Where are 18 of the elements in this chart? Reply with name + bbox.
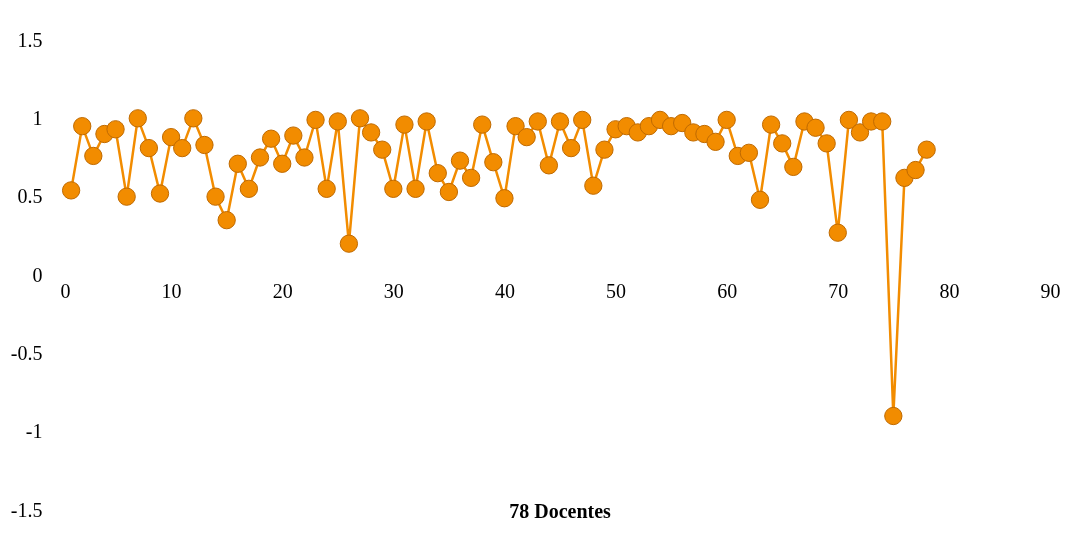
x-tick-label: 60 — [717, 279, 738, 302]
y-tick-label: -1 — [25, 420, 43, 443]
x-tick-label: 70 — [828, 279, 849, 302]
y-tick-label: -1.5 — [10, 498, 43, 521]
y-tick-label: 1.5 — [17, 28, 43, 51]
x-tick-label: 40 — [494, 279, 515, 302]
y-tick-label: 1 — [32, 106, 43, 129]
x-tick-label: 30 — [383, 279, 404, 302]
x-tick-label: 10 — [161, 279, 182, 302]
y-tick-label: -0.5 — [10, 341, 43, 364]
x-tick-label: 90 — [1040, 279, 1061, 302]
x-tick-label: 50 — [606, 279, 627, 302]
x-tick-label: 20 — [272, 279, 293, 302]
x-tick-label: 80 — [939, 279, 960, 302]
x-tick-label: 0 — [60, 279, 71, 302]
y-tick-label: 0 — [32, 263, 43, 286]
y-tick-label: 0.5 — [17, 185, 43, 208]
x-axis-title: 78 Docentes — [509, 500, 612, 522]
